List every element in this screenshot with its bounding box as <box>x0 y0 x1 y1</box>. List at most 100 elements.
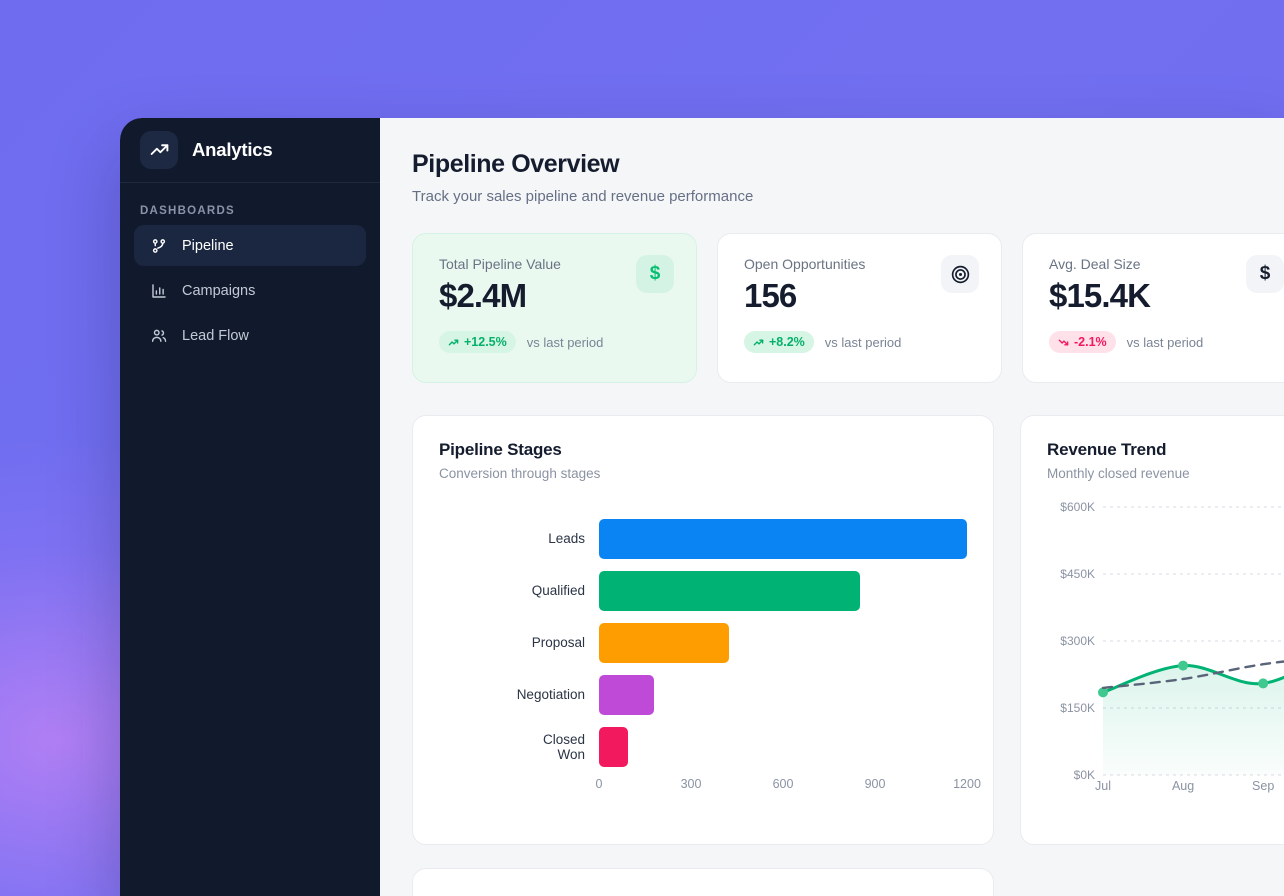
bar-row: Qualified <box>439 565 967 617</box>
status-badge: +8.2% <box>744 331 814 353</box>
y-tick-label: $150K <box>1060 701 1095 715</box>
bar-label: Leads <box>548 531 585 547</box>
x-tick-label: 0 <box>595 777 603 791</box>
data-point[interactable] <box>1258 678 1269 689</box>
bar-track <box>599 669 967 721</box>
sidebar-section-label: DASHBOARDS <box>140 205 235 217</box>
kpi-card-avg-deal-size[interactable]: Avg. Deal Size $15.4K -2.1% vs last peri… <box>1022 233 1284 383</box>
bar[interactable] <box>599 623 730 663</box>
kpi-label: Avg. Deal Size <box>1049 256 1141 272</box>
card-pipeline-stages: Pipeline Stages Conversion through stage… <box>412 415 994 845</box>
line-chart-plot <box>1098 506 1284 776</box>
bar-label: Proposal <box>531 635 585 651</box>
sidebar-nav: Pipeline Campaigns <box>120 225 380 356</box>
bar-track <box>599 513 967 565</box>
chart-subtitle: Monthly closed revenue <box>1047 466 1190 481</box>
line-chart-y-axis: $0K $150K $300K $450K $600K <box>1047 500 1095 782</box>
y-tick-label: $600K <box>1060 500 1095 514</box>
sidebar-item-label: Campaigns <box>182 282 256 299</box>
kpi-delta: -2.1% <box>1074 335 1107 349</box>
dollar-icon: $ <box>636 255 674 293</box>
trend-down-icon <box>1058 339 1069 345</box>
target-icon <box>941 255 979 293</box>
x-tick-label: Sep <box>1252 779 1275 793</box>
git-branch-icon <box>149 236 168 255</box>
app-window: Analytics DASHBOARDS Pipeline <box>120 118 1284 896</box>
status-badge: -2.1% <box>1049 331 1116 353</box>
kpi-value: 156 <box>744 277 797 314</box>
x-tick-label: Aug <box>1171 779 1195 793</box>
chart-title: Pipeline Stages <box>439 440 562 459</box>
x-tick-label: 900 <box>864 777 886 791</box>
bar-label: Qualified <box>531 583 585 599</box>
x-tick-label: 1200 <box>953 777 981 791</box>
trend-up-icon <box>448 339 459 345</box>
revenue-trend-svg <box>1098 506 1284 776</box>
x-tick-label: 300 <box>680 777 702 791</box>
bar-track <box>599 565 967 617</box>
bar-label: Closed Won <box>542 731 585 762</box>
chart-row: Pipeline Stages Conversion through stage… <box>412 415 1284 845</box>
kpi-footer: +12.5% vs last period <box>439 331 674 353</box>
kpi-footer: -2.1% vs last period <box>1049 331 1284 353</box>
y-tick-label: $300K <box>1060 634 1095 648</box>
bar-row: Closed Won <box>439 721 967 773</box>
kpi-label: Total Pipeline Value <box>439 256 561 272</box>
line-chart: $0K $150K $300K $450K $600K Jul Aug Sep <box>1047 500 1284 807</box>
sidebar-item-pipeline[interactable]: Pipeline <box>134 225 366 266</box>
sidebar-item-label: Pipeline <box>182 237 234 254</box>
kpi-card-open-opportunities[interactable]: Open Opportunities 156 +8.2% vs last per… <box>717 233 1002 383</box>
bar-track <box>599 617 967 669</box>
page-subtitle: Track your sales pipeline and revenue pe… <box>412 188 754 205</box>
area-fill <box>1103 665 1284 775</box>
kpi-card-total-pipeline-value[interactable]: Total Pipeline Value $2.4M +12.5% vs las… <box>412 233 697 383</box>
x-tick-label: Jul <box>1095 779 1111 793</box>
kpi-delta: +12.5% <box>464 335 507 349</box>
card-bottom-panel <box>412 868 994 896</box>
data-point[interactable] <box>1178 660 1189 671</box>
kpi-note: vs last period <box>526 334 604 350</box>
bar-chart: Leads Qualified Proposal Negotiation Closed W… <box>439 513 967 773</box>
bar[interactable] <box>599 571 860 611</box>
kpi-value: $15.4K <box>1049 277 1151 314</box>
line-series <box>1101 664 1284 694</box>
sidebar-item-lead-flow[interactable]: Lead Flow <box>134 315 366 356</box>
x-tick-label: 600 <box>772 777 794 791</box>
kpi-row: Total Pipeline Value $2.4M +12.5% vs las… <box>412 233 1284 383</box>
card-revenue-trend: Revenue Trend Monthly closed revenue $0K… <box>1020 415 1284 845</box>
main-content: Pipeline Overview Track your sales pipel… <box>380 118 1284 896</box>
chart-title: Revenue Trend <box>1047 440 1167 459</box>
bar-chart-icon <box>149 281 168 300</box>
users-icon <box>149 326 168 345</box>
bar-track <box>599 721 967 773</box>
bar[interactable] <box>599 675 655 715</box>
bar-chart-x-axis: 0 300 600 900 1200 <box>595 777 981 797</box>
data-point[interactable] <box>1098 687 1108 698</box>
sidebar: Analytics DASHBOARDS Pipeline <box>120 118 380 896</box>
bar-row: Negotiation <box>439 669 967 721</box>
trend-up-icon <box>753 339 764 345</box>
kpi-note: vs last period <box>1126 334 1204 350</box>
bar-row: Proposal <box>439 617 967 669</box>
brand[interactable]: Analytics <box>120 118 380 183</box>
bar-label: Negotiation <box>516 687 585 703</box>
line-chart-x-axis: Jul Aug Sep <box>1095 779 1284 799</box>
bar[interactable] <box>599 727 629 767</box>
y-tick-label: $0K <box>1073 768 1095 782</box>
brand-title: Analytics <box>192 139 273 160</box>
kpi-delta: +8.2% <box>769 335 805 349</box>
kpi-note: vs last period <box>824 334 902 350</box>
page-title: Pipeline Overview <box>412 150 620 178</box>
status-badge: +12.5% <box>439 331 516 353</box>
dollar-glyph: $ <box>1259 263 1271 284</box>
kpi-footer: +8.2% vs last period <box>744 331 979 353</box>
dollar-glyph: $ <box>649 263 661 284</box>
kpi-label: Open Opportunities <box>744 256 866 272</box>
bar[interactable] <box>599 519 967 559</box>
y-tick-label: $450K <box>1060 567 1095 581</box>
sidebar-item-label: Lead Flow <box>182 327 249 344</box>
sidebar-item-campaigns[interactable]: Campaigns <box>134 270 366 311</box>
line-series <box>1101 660 1284 690</box>
bar-row: Leads <box>439 513 967 565</box>
dollar-icon: $ <box>1246 255 1284 293</box>
